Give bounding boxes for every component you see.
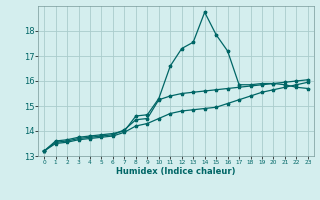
X-axis label: Humidex (Indice chaleur): Humidex (Indice chaleur) bbox=[116, 167, 236, 176]
